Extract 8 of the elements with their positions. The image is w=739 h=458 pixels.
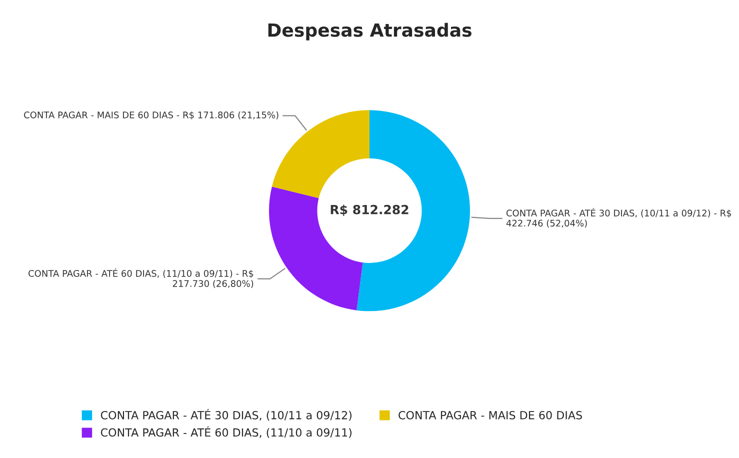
legend-label: CONTA PAGAR - ATÉ 60 DIAS, (11/10 a 09/11) <box>100 426 352 438</box>
data-label: CONTA PAGAR - ATÉ 60 DIAS, (11/10 a 09/11) - R$ 217.730 (26,80%) <box>28 268 254 288</box>
legend-label: CONTA PAGAR - ATÉ 30 DIAS, (10/11 a 09/12) <box>100 408 352 421</box>
data-label: CONTA PAGAR - MAIS DE 60 DIAS - R$ 171.806 (21,15%) <box>24 111 278 120</box>
chart-title: Despesas Atrasadas <box>268 22 472 40</box>
text: R$ 812.282 <box>330 204 408 216</box>
data-label: CONTA PAGAR - ATÉ 30 DIAS, (10/11 a 09/12) - R$ 422.746 (52,04%) <box>506 208 732 228</box>
legend-label: CONTA PAGAR - MAIS DE 60 DIAS <box>398 410 582 420</box>
